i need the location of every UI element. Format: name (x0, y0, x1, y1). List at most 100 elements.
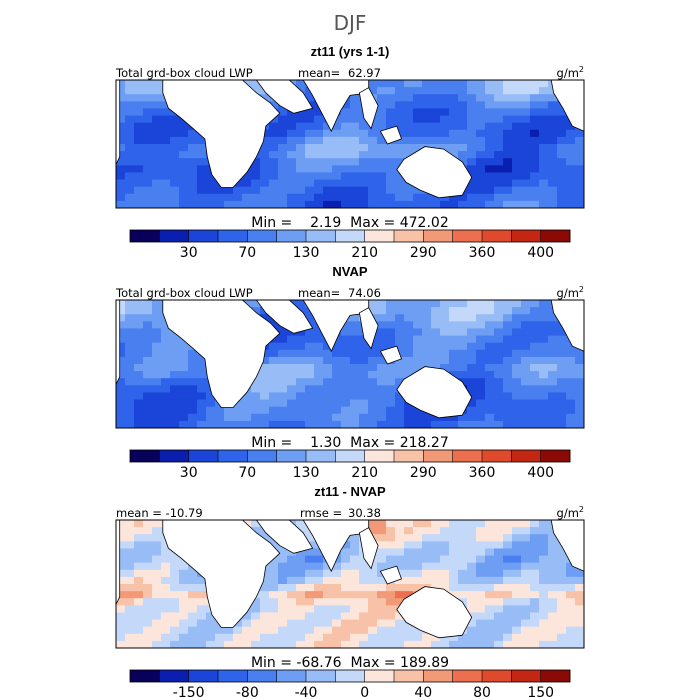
field-cell (260, 179, 270, 188)
field-cell (170, 165, 180, 174)
field-cell (152, 619, 162, 628)
field-cell (116, 349, 126, 358)
field-cell (161, 364, 171, 372)
field-cell (440, 122, 450, 131)
field-cell (170, 364, 180, 372)
field-cell (125, 101, 135, 110)
field-cell (467, 520, 477, 528)
field-cell (170, 576, 180, 585)
field-cell (134, 626, 144, 635)
field-cell (422, 115, 432, 124)
field-cell (305, 406, 315, 415)
field-cell (305, 633, 315, 642)
field-cell (395, 399, 405, 408)
field-cell (179, 392, 189, 401)
field-cell (476, 314, 486, 322)
field-cell (314, 569, 324, 578)
field-cell (494, 151, 504, 159)
field-cell (395, 172, 405, 181)
field-cell (125, 364, 135, 372)
field-cell (368, 349, 378, 358)
field-cell (161, 619, 171, 628)
field-cell (395, 612, 405, 621)
field-cell (287, 200, 297, 208)
field-cell (287, 356, 297, 365)
field-cell (476, 640, 486, 648)
field-cell (341, 612, 351, 621)
field-cell (530, 193, 540, 202)
field-cell (179, 584, 189, 592)
field-cell (458, 80, 468, 88)
field-cell (377, 335, 387, 344)
field-cell (242, 186, 252, 195)
field-cell (359, 555, 369, 564)
field-cell (179, 619, 189, 628)
colorbar-tick-label: 150 (527, 685, 554, 700)
field-cell (368, 129, 378, 138)
field-cell (476, 335, 486, 344)
field-cell (332, 122, 342, 131)
field-cell (476, 115, 486, 124)
field-cell (269, 612, 279, 621)
field-cell (530, 371, 540, 379)
field-cell (485, 520, 495, 528)
field-cell (575, 640, 584, 648)
field-cell (485, 158, 495, 166)
field-cell (368, 158, 378, 166)
field-cell (323, 385, 333, 394)
field-cell (305, 172, 315, 181)
field-cell (143, 108, 153, 117)
field-cell (377, 420, 387, 428)
field-cell (485, 165, 495, 174)
field-cell (539, 392, 549, 401)
field-cell (548, 356, 558, 365)
field-cell (377, 165, 387, 174)
panel-left-label: mean = -10.79 (116, 506, 203, 520)
field-cell (476, 172, 486, 181)
field-cell (134, 399, 144, 408)
field-cell (152, 378, 162, 386)
field-cell (521, 307, 531, 315)
field-cell (197, 399, 207, 408)
field-cell (287, 129, 297, 138)
field-cell (341, 406, 351, 415)
field-cell (494, 108, 504, 117)
field-cell (206, 186, 216, 195)
field-cell (206, 193, 216, 202)
field-cell (521, 151, 531, 159)
field-cell (116, 591, 126, 599)
field-cell (125, 619, 135, 628)
field-cell (242, 179, 252, 188)
field-cell (476, 527, 486, 535)
field-cell (440, 633, 450, 642)
field-cell (386, 640, 396, 648)
field-cell (476, 626, 486, 635)
field-cell (359, 420, 369, 428)
field-cell (449, 321, 459, 330)
land-mass (162, 520, 281, 628)
field-cell (458, 576, 468, 585)
field-cell (260, 136, 270, 145)
field-cell (440, 101, 450, 110)
field-cell (296, 576, 306, 585)
field-cell (557, 562, 567, 571)
field-cell (359, 605, 369, 614)
field-cell (206, 399, 216, 408)
field-cell (539, 321, 549, 330)
field-cell (521, 591, 531, 599)
field-cell (521, 520, 531, 528)
field-cell (521, 413, 531, 422)
field-cell (548, 115, 558, 124)
field-cell (179, 151, 189, 159)
field-cell (251, 399, 261, 408)
field-cell (359, 406, 369, 415)
field-cell (269, 605, 279, 614)
field-cell (287, 626, 297, 635)
field-cell (512, 172, 522, 181)
field-cell (458, 364, 468, 372)
field-cell (386, 342, 396, 351)
field-cell (476, 569, 486, 578)
colorbar-swatch (394, 670, 424, 682)
field-cell (503, 165, 513, 174)
field-cell (116, 186, 126, 195)
